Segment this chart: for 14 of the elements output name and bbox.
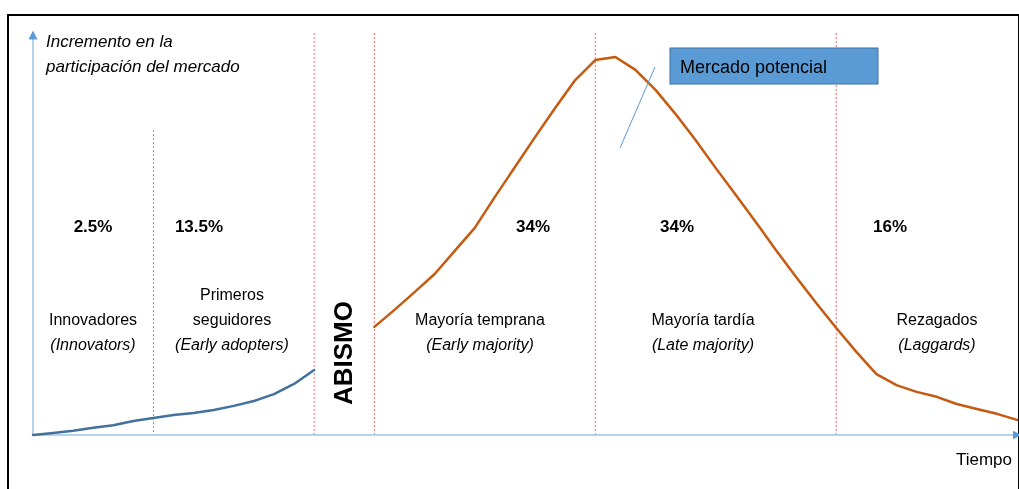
annotation: Mayoría tardía (Late majority) (651, 311, 755, 353)
annotation: 16% (872, 217, 908, 237)
annotation: Primeros seguidores (Early adopters) (175, 286, 289, 353)
annotation: Mayoría temprana (Early majority) (415, 311, 546, 353)
annotation: 34% (515, 217, 551, 237)
annotation: 13.5% (174, 217, 224, 237)
y-axis-title: Incremento en la participación del mercado (45, 32, 240, 76)
x-axis-title: Tiempo (955, 450, 1012, 469)
annotation: 34% (659, 217, 695, 237)
annotation: Mercado potencial (680, 57, 828, 77)
annotation: 2.5% (73, 217, 113, 237)
annotation: Innovadores (Innovators) (48, 311, 138, 353)
annotation: ABISMO (328, 301, 358, 405)
annotation: Rezagados (Laggards) (896, 311, 978, 353)
